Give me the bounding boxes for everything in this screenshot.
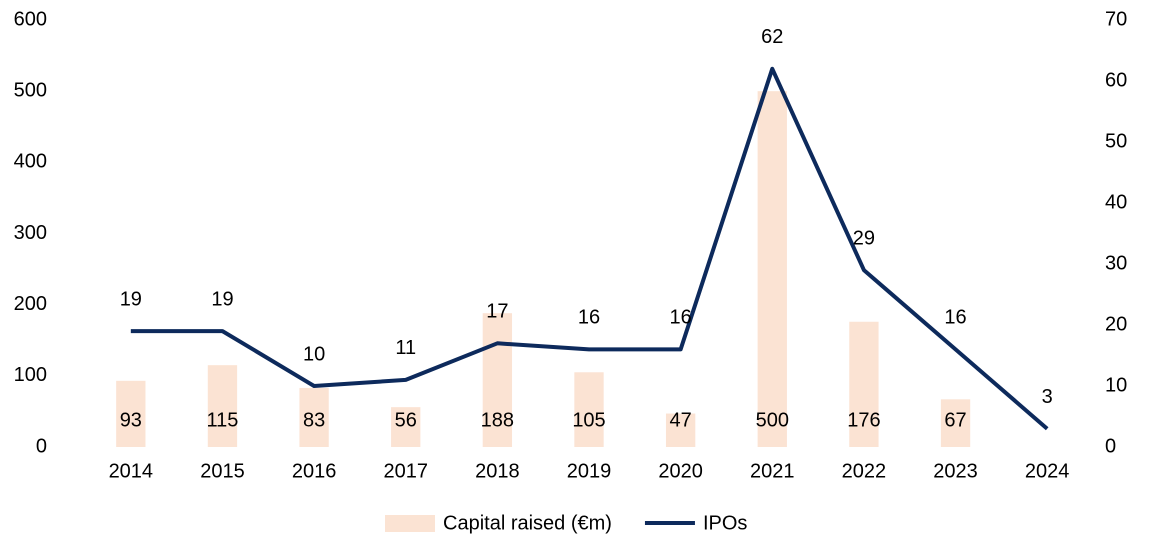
bar <box>665 413 696 447</box>
line-label: 17 <box>486 301 508 323</box>
bar-label: 500 <box>756 409 789 431</box>
bar-label: 188 <box>481 409 514 431</box>
bar-label: 176 <box>847 409 880 431</box>
line-label: 11 <box>395 337 416 359</box>
legend-swatch <box>385 515 435 532</box>
line-label: 19 <box>120 288 142 310</box>
x-tick-label: 2024 <box>1025 460 1070 482</box>
bar <box>482 313 513 447</box>
y-tick-label: 300 <box>14 222 47 244</box>
x-tick-label: 2016 <box>292 460 337 482</box>
bar <box>299 387 329 447</box>
bar-label: 105 <box>572 409 605 431</box>
y2-tick-label: 0 <box>1105 435 1116 457</box>
x-tick-label: 2018 <box>475 460 520 482</box>
line-label: 29 <box>853 227 875 249</box>
y2-tick-label: 30 <box>1105 252 1127 274</box>
bar <box>849 321 879 447</box>
line-label: 16 <box>670 307 692 329</box>
y-tick-label: 400 <box>14 151 47 173</box>
y-tick-label: 100 <box>14 364 47 386</box>
x-tick-label: 2021 <box>750 460 795 482</box>
bar <box>940 399 971 447</box>
bar-label: 67 <box>944 409 966 431</box>
y2-tick-label: 50 <box>1105 130 1127 152</box>
bar <box>207 365 238 447</box>
x-tick-label: 2020 <box>658 460 703 482</box>
bar <box>574 372 604 447</box>
line-label: 19 <box>211 288 233 310</box>
x-tick-label: 2015 <box>200 460 245 482</box>
legend-label: Capital raised (€m) <box>443 512 612 534</box>
x-tick-label: 2023 <box>933 460 978 482</box>
y2-tick-label: 40 <box>1105 191 1127 213</box>
x-tick-label: 2014 <box>109 460 154 482</box>
bar-label: 115 <box>207 409 239 431</box>
bar <box>116 380 146 447</box>
line-label: 16 <box>578 307 600 329</box>
line <box>130 66 1049 431</box>
y2-tick-label: 10 <box>1105 374 1127 396</box>
bar-label: 93 <box>120 409 142 431</box>
y-tick-label: 500 <box>14 79 47 101</box>
y2-tick-label: 70 <box>1105 8 1127 30</box>
bar-label: 47 <box>670 409 692 431</box>
line-label: 62 <box>761 26 783 48</box>
y-tick-label: 600 <box>14 8 47 30</box>
y-tick-label: 200 <box>14 293 47 315</box>
legend-label: IPOs <box>703 512 747 534</box>
bar-label: 83 <box>303 409 325 431</box>
y2-tick-label: 60 <box>1105 69 1127 91</box>
line-label: 3 <box>1042 386 1053 408</box>
bar-label: 56 <box>395 409 417 431</box>
line-label: 10 <box>303 343 325 365</box>
line-label: 16 <box>944 307 966 329</box>
x-tick-label: 2022 <box>842 460 887 482</box>
bar <box>757 91 787 448</box>
bar <box>391 407 421 447</box>
x-tick-label: 2019 <box>567 460 612 482</box>
y-tick-label: 0 <box>36 435 47 457</box>
y2-tick-label: 20 <box>1105 313 1127 335</box>
x-tick-label: 2017 <box>383 460 428 482</box>
